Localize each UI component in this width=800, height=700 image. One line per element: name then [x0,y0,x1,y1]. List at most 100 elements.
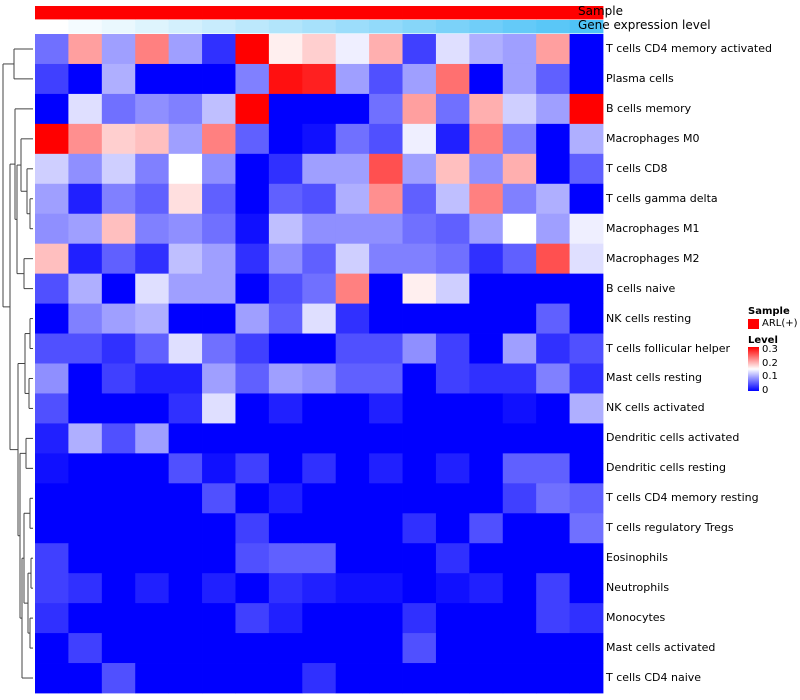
heatmap-cell [135,423,170,454]
gene-track-cell [335,20,370,34]
heatmap-cell [502,123,537,155]
sample-track-cell [569,6,604,20]
row-label: T cells gamma delta [606,191,718,205]
sample-annotation-track [35,6,604,20]
heatmap-cell [135,153,170,185]
heatmap-cell [536,663,570,694]
heatmap-cell [569,303,604,334]
heatmap-cell [502,483,537,514]
heatmap-cell [402,363,437,394]
heatmap-cell [302,273,337,304]
heatmap-cell [569,513,604,544]
heatmap-cell [369,483,403,514]
heatmap-cell [101,213,136,245]
heatmap-cell [469,543,504,574]
heatmap-cell [202,573,236,604]
heatmap-cell [268,63,303,95]
heatmap-cell [569,63,604,95]
heatmap-cell [268,153,303,185]
heatmap-cell [302,423,337,454]
row-label: T cells CD4 naive [606,671,702,685]
heatmap-cell [569,543,604,574]
heatmap-cell [235,333,270,364]
heatmap-cell [235,303,270,334]
heatmap-cell [268,603,303,634]
heatmap-cell [168,243,203,275]
heatmap-cell [302,63,337,95]
gene-track-cell [302,20,337,34]
heatmap-cell [168,663,203,694]
heatmap-cell [35,573,69,604]
heatmap-cell [469,393,504,424]
row-label: Dendritic cells resting [606,461,726,475]
row-label: T cells follicular helper [606,341,731,355]
heatmap-cell [569,93,604,125]
heatmap-cell [569,363,604,394]
heatmap-cell [402,153,437,185]
heatmap-cell [569,333,604,364]
heatmap-cell [35,333,69,364]
heatmap-cell [502,423,537,454]
heatmap-cell [569,243,604,275]
heatmap-cell [469,63,504,95]
heatmap-cell [402,333,437,364]
heatmap-cell [369,363,403,394]
heatmap-cell [402,123,437,155]
heatmap-cell [135,603,170,634]
heatmap-cell [435,483,470,514]
heatmap-cell [135,543,170,574]
heatmap-cell [569,603,604,634]
level-tick-label: 0 [762,385,769,396]
heatmap-cell [369,273,403,304]
heatmap-cell [101,93,136,125]
heatmap-cell [35,423,69,454]
sample-track-cell [536,6,570,20]
heatmap-cell [435,603,470,634]
heatmap-cell [135,63,170,95]
gene-track-cell [168,20,203,34]
heatmap-cell [302,663,337,694]
heatmap-cell [369,34,403,65]
gene-track-cell [469,20,504,34]
heatmap-cell [335,573,370,604]
row-label: Neutrophils [606,581,670,595]
heatmap-cell [35,513,69,544]
heatmap-cell [101,483,136,514]
heatmap-cell [202,34,236,65]
heatmap-cell [35,363,69,394]
heatmap-cell [268,393,303,424]
level-tick-label: 0.1 [762,371,778,383]
row-label: Mast cells activated [606,641,716,655]
heatmap-cell [469,243,504,275]
heatmap-cell [435,453,470,484]
heatmap-cell [502,153,537,185]
heatmap-cell [369,93,403,125]
heatmap-cell [68,34,103,65]
heatmap-cell [268,273,303,304]
heatmap-cell [435,273,470,304]
heatmap-cell [502,453,537,484]
heatmap-cell [369,603,403,634]
heatmap-cell [335,603,370,634]
heatmap-cell [402,63,437,95]
heatmap-cell [101,183,136,215]
row-label: T cells CD8 [606,161,668,175]
heatmap-cell [469,603,504,634]
heatmap-cell [369,543,403,574]
heatmap-cell [35,543,69,574]
heatmap-cell [235,183,270,215]
heatmap-cell [235,633,270,664]
heatmap-cell [402,543,437,574]
heatmap-cell [536,543,570,574]
row-label: T cells CD4 memory resting [606,491,759,505]
heatmap-cell [135,393,170,424]
heatmap-cell [101,123,136,155]
heatmap-cell [68,93,103,125]
heatmap-cell [335,303,370,334]
heatmap-cell [335,543,370,574]
heatmap-cell [35,93,69,125]
heatmap-cell [435,333,470,364]
heatmap-cell [202,183,236,215]
heatmap-cell [235,273,270,304]
heatmap-cell [202,663,236,694]
